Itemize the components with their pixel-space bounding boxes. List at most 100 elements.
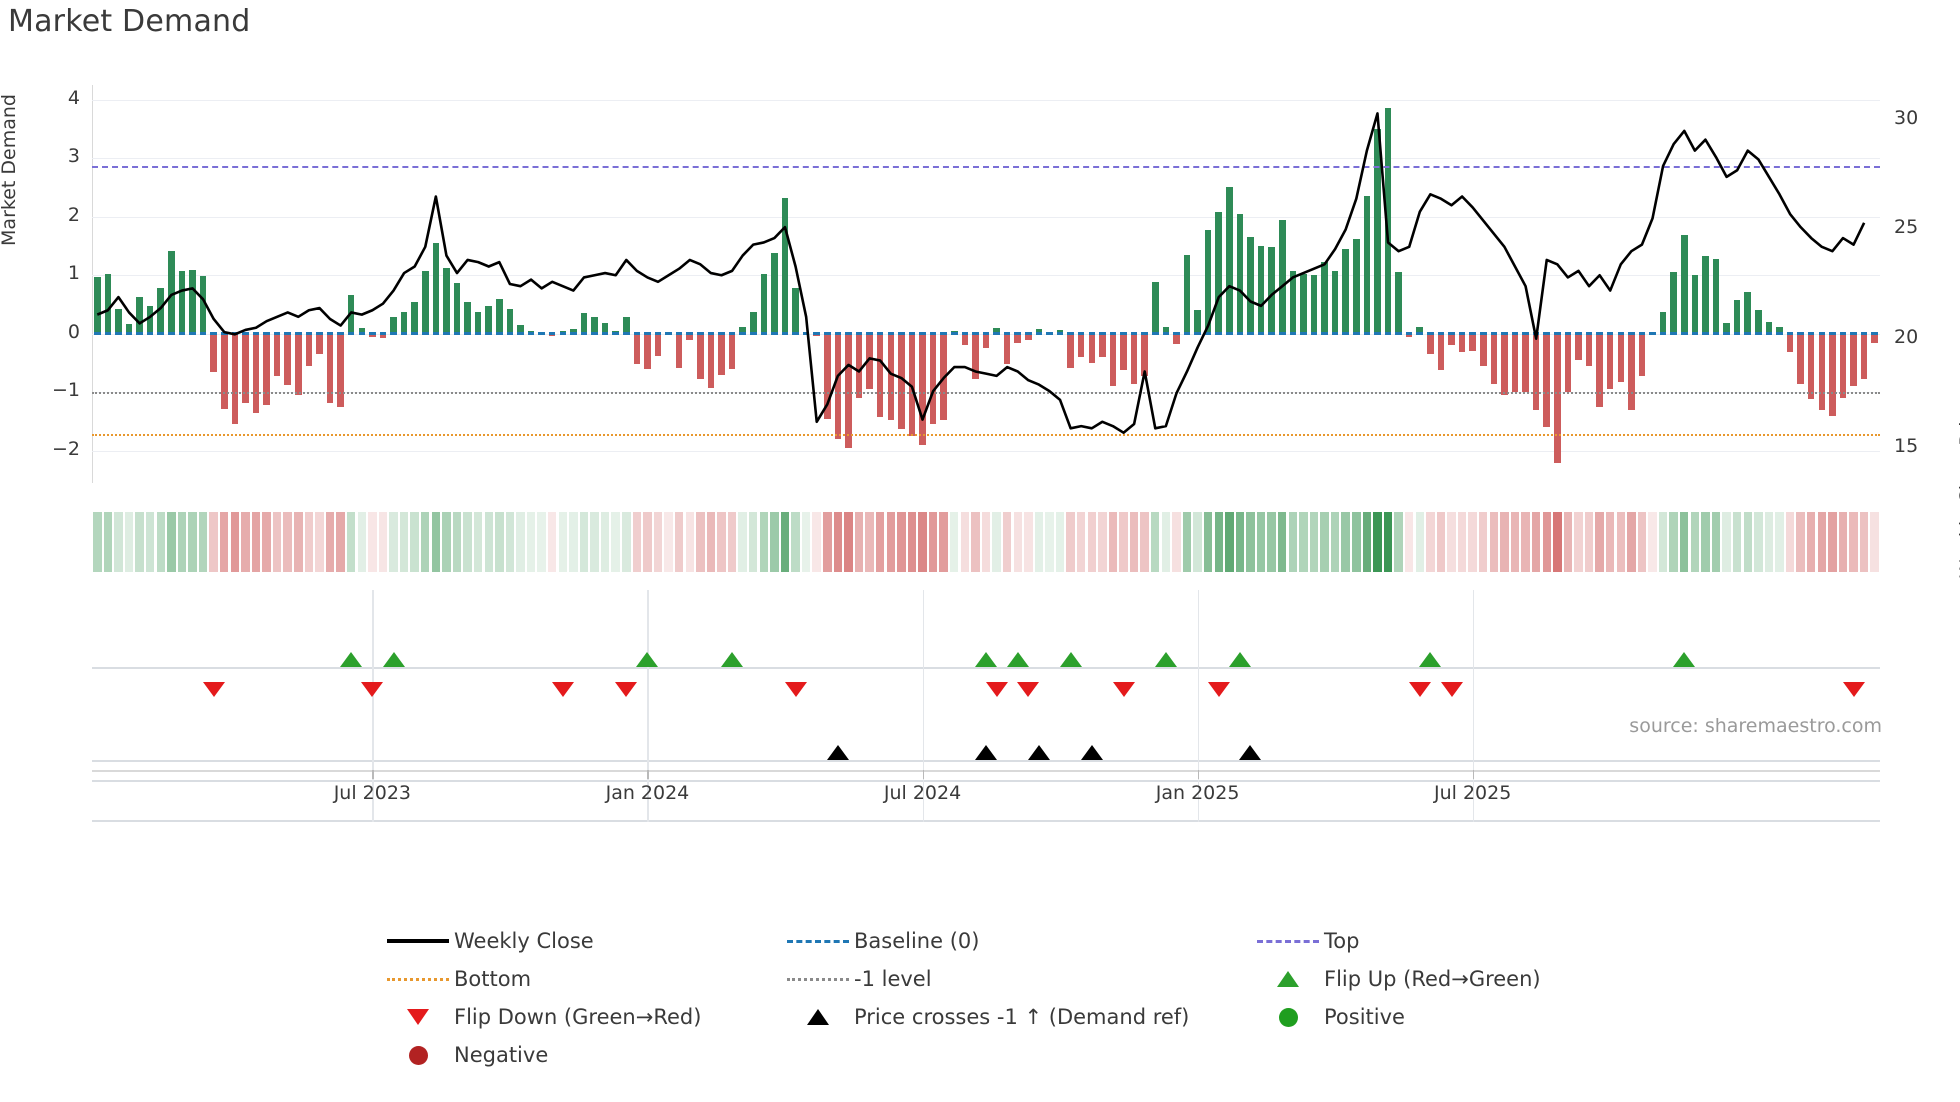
baseline-segment [136, 332, 143, 336]
heat-cell [1087, 512, 1097, 572]
demand-bar [1278, 219, 1286, 334]
baseline-segment [421, 332, 429, 336]
price-cross-up-marker [975, 745, 997, 760]
demand-bar [242, 333, 249, 403]
demand-bar [1469, 333, 1476, 352]
flip-up-marker [1419, 652, 1442, 667]
demand-bar [1331, 270, 1339, 334]
weekly-close-path [96, 112, 1866, 434]
demand-bar [1077, 333, 1085, 358]
demand-bar [675, 333, 683, 368]
heat-cell [971, 512, 980, 572]
demand-bar [1014, 333, 1021, 343]
heat-cell [1341, 512, 1350, 572]
baseline-segment [1130, 332, 1138, 336]
dotted-line-icon [787, 977, 849, 981]
baseline-segment [1628, 332, 1635, 336]
legend-item[interactable]: Positive [1252, 1002, 1672, 1032]
circle-icon [408, 1045, 428, 1065]
flip-down-marker [1440, 682, 1463, 697]
legend-item[interactable]: Flip Up (Red→Green) [1252, 964, 1672, 994]
baseline-segment [697, 332, 704, 336]
baseline-segment [1247, 332, 1254, 336]
legend-item[interactable]: Price crosses -1 ↑ (Demand ref) [782, 1002, 1252, 1032]
legend-item[interactable]: Weekly Close [382, 926, 782, 956]
x-tick-mark [1472, 770, 1474, 779]
heat-cell [992, 512, 1001, 572]
demand-bar [1289, 270, 1297, 334]
demand-bar [1797, 333, 1804, 384]
heat-cell [1235, 512, 1245, 572]
baseline-segment [464, 332, 471, 336]
heat-cell [1129, 512, 1139, 572]
legend-item[interactable]: -1 level [782, 964, 1252, 994]
baseline-segment [559, 332, 567, 336]
heat-cell [114, 512, 123, 572]
demand-bar [157, 288, 165, 334]
baseline-segment [950, 332, 958, 336]
baseline-segment [1522, 332, 1529, 336]
heat-cell [431, 512, 441, 572]
baseline-segment [1109, 332, 1117, 336]
baseline-segment [1458, 332, 1466, 336]
x-axis-spine [92, 770, 1880, 772]
demand-bar [1353, 238, 1360, 334]
legend-item[interactable]: Bottom [382, 964, 782, 994]
demand-bar [1215, 212, 1223, 334]
baseline-segment [929, 332, 937, 336]
heat-cell [865, 512, 874, 572]
heat-cell [1521, 512, 1530, 572]
flip-up-marker [382, 652, 405, 667]
demand-bar [1670, 272, 1677, 334]
y-tick-label-left: 4 [67, 86, 80, 109]
baseline-segment [1321, 332, 1328, 336]
baseline-segment [538, 332, 545, 336]
flip-down-marker [361, 682, 384, 697]
baseline-segment [1120, 332, 1127, 336]
heat-cell [1013, 512, 1022, 572]
heat-cell [1426, 512, 1435, 572]
heat-cell [833, 512, 843, 572]
heat-cell [272, 512, 282, 572]
demand-bar [1585, 333, 1593, 366]
demand-bar [1659, 311, 1667, 334]
demand-bar [390, 317, 397, 334]
demand-bar [1194, 310, 1201, 334]
baseline-segment [1448, 332, 1455, 336]
heat-cell [854, 512, 864, 572]
demand-bar [591, 317, 598, 334]
demand-bar [1120, 333, 1127, 371]
heat-cell [918, 512, 927, 572]
heat-cell [1870, 512, 1879, 572]
legend-item[interactable]: Negative [382, 1040, 782, 1070]
heat-cell [653, 512, 663, 572]
demand-bar [1807, 333, 1815, 400]
baseline-segment [908, 332, 916, 336]
heat-cell [1457, 512, 1467, 572]
baseline-segment [1067, 332, 1074, 336]
baseline-segment [273, 332, 281, 336]
heat-cell [1267, 512, 1276, 572]
x-tick-label: Jul 2023 [333, 782, 412, 804]
flip-up-marker [721, 652, 744, 667]
legend-item[interactable]: Top [1252, 926, 1672, 956]
demand-bar [1733, 299, 1741, 334]
dotted-line-icon [387, 977, 449, 981]
heat-cell [674, 512, 684, 572]
baseline-segment [1003, 332, 1011, 336]
legend-item[interactable]: Flip Down (Green→Red) [382, 1002, 782, 1032]
heat-cell [1775, 512, 1784, 572]
x-tick-mark [1197, 770, 1199, 779]
heat-cell [1076, 512, 1086, 572]
demand-bar [1522, 333, 1529, 393]
baseline-segment [1204, 332, 1212, 336]
demand-bar [1575, 333, 1582, 361]
baseline-segment [1617, 332, 1625, 336]
heat-cell [622, 512, 631, 572]
baseline-segment [1765, 332, 1773, 336]
heat-cell [124, 512, 134, 572]
heat-cell [145, 512, 155, 572]
heat-cell [1320, 512, 1329, 572]
baseline-segment [146, 332, 154, 336]
legend-item[interactable]: Baseline (0) [782, 926, 1252, 956]
